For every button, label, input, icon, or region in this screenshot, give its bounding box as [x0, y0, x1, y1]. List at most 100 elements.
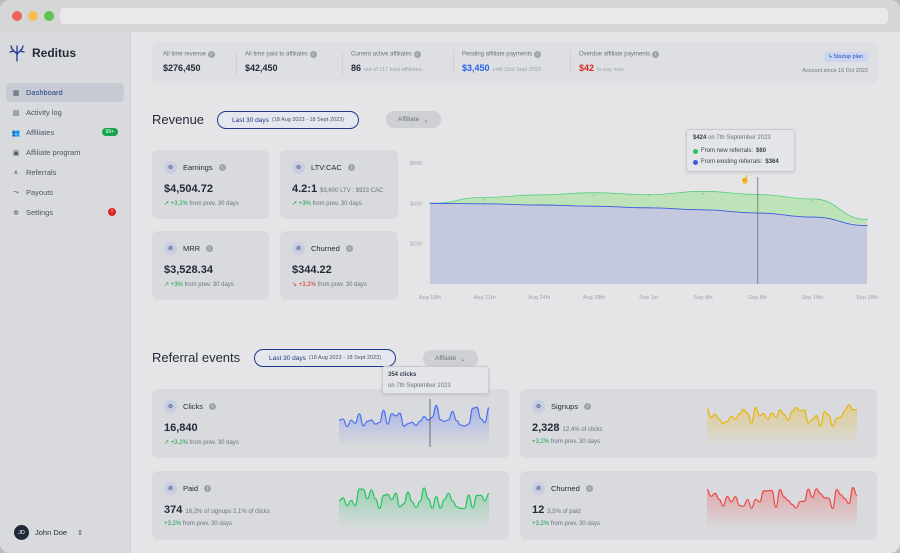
- tooltip-date: on 7th September 2023: [388, 383, 451, 389]
- delta-text: from prev. 30 days: [189, 201, 239, 207]
- paid-sparkline[interactable]: [338, 481, 490, 529]
- clicks-card: ⊚ Clicks i 16,840 ↗ +3,2% from prev. 30 da…: [152, 389, 509, 458]
- churned-sparkline[interactable]: [706, 481, 858, 529]
- tree-logo-icon: [9, 45, 25, 62]
- delta-value: +3,2%: [170, 201, 188, 207]
- delta-value: +3,2%: [532, 439, 550, 445]
- sparkline-area: [707, 405, 857, 447]
- sidebar-item-affiliate-program[interactable]: ▣ Affiliate program: [6, 143, 124, 162]
- existing-point: [484, 203, 486, 205]
- revenue-affiliate-dropdown[interactable]: Affiliate ⌄: [386, 111, 441, 128]
- revenue-date-range-button[interactable]: Last 30 days (18 Aug 2023 - 18 Sept 2023): [217, 111, 360, 129]
- range-dates: (18 Aug 2023 - 18 Sept 2023): [308, 355, 382, 361]
- coins-icon: ⊚: [164, 161, 177, 174]
- sidebar-item-label: Activity log: [26, 108, 62, 117]
- clicks-sparkline[interactable]: [338, 399, 490, 447]
- sidebar-item-affiliates[interactable]: 👥 Affiliates 99+: [6, 123, 124, 142]
- stat-label: All time revenue: [163, 51, 207, 58]
- maximize-window-icon[interactable]: [44, 11, 54, 21]
- earnings-card: ⊚ Earnings i $4,504.72 ↗ +3,2% from prev. …: [152, 150, 269, 219]
- coins-icon: ⊚: [164, 482, 177, 495]
- delta-value: +3,2%: [532, 521, 550, 527]
- delta-value: +3,2%: [164, 521, 182, 527]
- tooltip-date: on 7th September 2023: [708, 135, 771, 141]
- existing-point: [538, 204, 540, 206]
- trend-up-icon: ↗: [292, 201, 298, 207]
- clicks-chart-tooltip: 354 clicks on 7th September 2023: [382, 366, 489, 394]
- stat-value: $276,450: [163, 63, 201, 73]
- range-dates: (18 Aug 2023 - 18 Sept 2023): [271, 117, 345, 123]
- plan-badge[interactable]: ϟ Startup plan: [823, 52, 868, 62]
- info-icon[interactable]: i: [651, 51, 659, 58]
- minimize-window-icon[interactable]: [28, 11, 38, 21]
- info-icon[interactable]: i: [413, 51, 421, 58]
- info-icon[interactable]: i: [309, 51, 317, 58]
- user-menu[interactable]: JD John Doe ⇕: [14, 525, 83, 540]
- coins-icon: ⊚: [164, 400, 177, 413]
- sidebar-item-label: Settings: [26, 208, 54, 217]
- card-value: 4.2:1: [292, 183, 318, 195]
- x-tick-label: Aug 28th: [583, 295, 605, 301]
- x-tick-label: Sep 14th: [801, 295, 823, 301]
- info-icon[interactable]: i: [533, 51, 541, 58]
- chevron-up-down-icon: ⇕: [77, 529, 83, 537]
- sidebar-item-settings[interactable]: ✲ Settings !: [6, 203, 124, 222]
- stat-subtext: until 31st Sept 2023: [492, 67, 542, 73]
- info-icon[interactable]: i: [209, 403, 216, 410]
- account-since: Account since 16 Oct 2022: [802, 68, 868, 74]
- coins-icon: ⊚: [164, 242, 177, 255]
- stat-label: All time paid to affiliates: [245, 51, 308, 58]
- new-point: [484, 199, 486, 201]
- delta-text: from prev. 30 days: [317, 282, 367, 288]
- sparkline-area: [339, 487, 489, 529]
- avatar: JD: [14, 525, 29, 540]
- x-tick-label: Sep 18th: [856, 295, 878, 301]
- sparkline-area: [707, 487, 857, 529]
- info-icon[interactable]: i: [206, 245, 214, 252]
- stat-overdue-payments: Overdue affiliate payments i $42 to pay n…: [579, 51, 659, 73]
- sidebar-item-label: Dashboard: [26, 88, 63, 97]
- info-icon[interactable]: i: [347, 164, 355, 171]
- referrals-affiliate-dropdown[interactable]: Affiliate ⌄: [423, 350, 478, 367]
- app-logo[interactable]: Reditus: [8, 44, 76, 62]
- info-icon[interactable]: i: [207, 51, 215, 58]
- card-value: $3,528.34: [164, 264, 213, 276]
- card-value: 16,840: [164, 422, 198, 434]
- referrals-date-range-button[interactable]: Last 30 days (18 Aug 2023 - 18 Sept 2023): [254, 349, 397, 367]
- main-content: All time revenue i $276,450 All time pai…: [131, 32, 900, 553]
- affiliates-icon: 👥: [11, 129, 21, 137]
- sparkline-area: [339, 405, 489, 447]
- trend-up-icon: ↗: [164, 282, 170, 288]
- settings-icon: ✲: [13, 209, 19, 217]
- sidebar-item-activity-log[interactable]: ▤ Activity log: [6, 103, 124, 122]
- signups-sparkline[interactable]: [706, 399, 858, 447]
- info-icon[interactable]: i: [345, 245, 353, 252]
- sidebar-item-payouts[interactable]: ⤳ Payouts: [6, 183, 124, 202]
- x-tick-label: Aug 21th: [474, 295, 496, 301]
- coins-icon: ⊚: [292, 161, 305, 174]
- sidebar-item-referrals[interactable]: ⩚ Referrals: [6, 163, 124, 182]
- sidebar-item-dashboard[interactable]: ▦ Dashboard: [6, 83, 124, 102]
- revenue-area-chart[interactable]: $600 $400 $200 Aug 18th Aug 21th Aug 24th Aug …: [408, 147, 878, 307]
- tooltip-new-value: $60: [756, 148, 767, 154]
- browser-titlebar: [0, 0, 900, 32]
- stat-label: Overdue affiliate payments: [579, 51, 651, 58]
- info-icon[interactable]: i: [204, 485, 212, 492]
- existing-point: [647, 207, 650, 209]
- card-title: Churned: [551, 484, 580, 493]
- address-bar[interactable]: [60, 8, 888, 24]
- signups-card: ⊚ Signups i 2,328 12,4% of clicks +3,2% fro…: [520, 389, 877, 458]
- info-icon[interactable]: i: [218, 164, 226, 171]
- delta-value: +3,2%: [298, 282, 316, 288]
- range-label: Last 30 days: [232, 116, 269, 124]
- sparkline-line: [338, 404, 490, 428]
- close-window-icon[interactable]: [12, 11, 22, 21]
- info-icon[interactable]: i: [585, 485, 593, 492]
- info-icon[interactable]: i: [584, 403, 592, 410]
- range-label: Last 30 days: [269, 354, 306, 362]
- stat-all-time-paid: All time paid to affiliates i $42,450: [245, 51, 317, 73]
- stat-active-affiliates: Current active affiliates i 86 out of 117…: [351, 51, 422, 73]
- divider: [342, 51, 343, 75]
- legend-dot-new: [693, 148, 698, 154]
- new-point: [429, 202, 431, 204]
